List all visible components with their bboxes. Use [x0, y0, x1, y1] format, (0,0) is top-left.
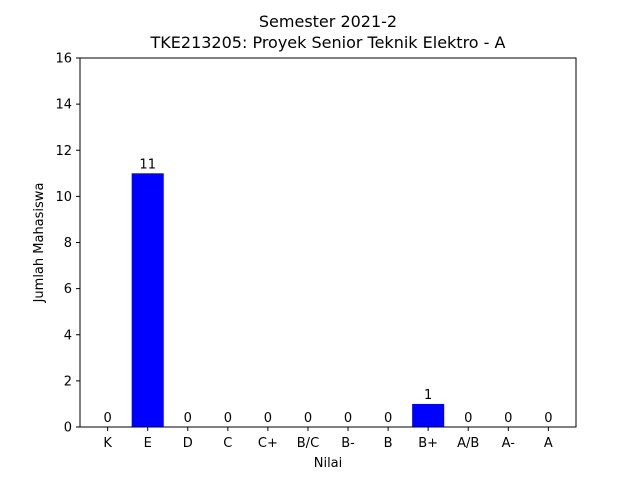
x-axis-ticks: K E D C C+ B/C B- B B+ A/B A- A	[103, 427, 553, 451]
x-tick-label: A-	[502, 436, 516, 451]
x-tick-label: B	[384, 436, 393, 451]
x-tick-label: B/C	[297, 436, 319, 451]
x-tick-label: A	[544, 436, 553, 451]
y-tick-label: 14	[55, 98, 72, 113]
y-tick-label: 2	[64, 374, 72, 389]
y-tick-label: 8	[64, 236, 72, 251]
y-tick-label: 0	[64, 421, 72, 436]
chart-title: Semester 2021-2	[259, 12, 397, 31]
y-axis-ticks: 0 2 4 6 8 10 12 14 16	[55, 52, 80, 436]
x-axis-label: Nilai	[314, 456, 343, 471]
x-tick-label: K	[103, 436, 112, 451]
plot-area-frame	[79, 57, 577, 428]
x-tick-label: D	[183, 436, 193, 451]
bar-e	[131, 173, 164, 427]
y-tick-label: 12	[55, 144, 72, 159]
data-label-group: 0 11 0 0 0 0 0 0 1 0 0 0	[103, 157, 552, 426]
y-axis-label: Jumlah Mahasiswa	[32, 183, 47, 304]
bar-value-label: 0	[544, 411, 552, 426]
x-tick-label: E	[144, 436, 152, 451]
y-tick-label: 4	[64, 328, 72, 343]
bar-value-label: 0	[384, 411, 392, 426]
bar-value-label: 1	[424, 388, 432, 403]
bar-value-label: 11	[139, 157, 156, 172]
bar-value-label: 0	[184, 411, 192, 426]
x-tick-label: A/B	[457, 436, 479, 451]
y-tick-label: 10	[55, 190, 72, 205]
x-tick-label: C+	[258, 436, 278, 451]
bar-value-label: 0	[504, 411, 512, 426]
bar-bplus	[412, 403, 445, 427]
bar-value-label: 0	[224, 411, 232, 426]
bar-group	[131, 173, 445, 427]
bar-value-label: 0	[344, 411, 352, 426]
bar-value-label: 0	[304, 411, 312, 426]
x-tick-label: B-	[341, 436, 355, 451]
y-tick-label: 16	[55, 52, 72, 67]
bar-value-label: 0	[464, 411, 472, 426]
y-tick-label: 6	[64, 282, 72, 297]
x-tick-label: C	[223, 436, 232, 451]
x-tick-label: B+	[418, 436, 438, 451]
bar-value-label: 0	[264, 411, 272, 426]
bar-value-label: 0	[103, 411, 111, 426]
chart-subtitle: TKE213205: Proyek Senior Teknik Elektro …	[150, 33, 506, 52]
